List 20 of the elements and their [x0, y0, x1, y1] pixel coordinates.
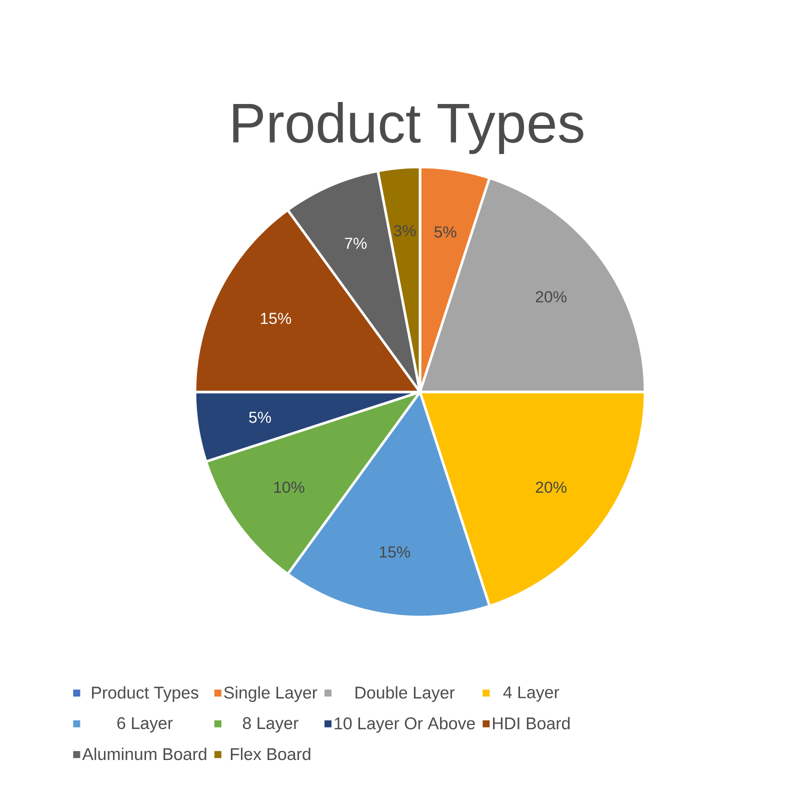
legend-label: 8 Layer: [242, 717, 298, 732]
legend-label: Double Layer: [356, 686, 455, 702]
legend-label: HDI Board: [493, 716, 570, 730]
legend-label: 10 Layer Or Above: [334, 716, 475, 733]
legend-label: 4 Layer: [503, 686, 560, 702]
data-label: 20%: [536, 482, 566, 493]
data-label: 5%: [249, 412, 271, 423]
chart-title: Product Types: [233, 102, 584, 154]
data-label: 3%: [394, 225, 416, 236]
legend-label: Product Types: [92, 686, 198, 702]
data-label: 10%: [274, 482, 304, 493]
data-label: 15%: [260, 312, 292, 324]
legend-label: Aluminum Board: [82, 748, 206, 760]
legend-label: Single Layer: [224, 686, 318, 702]
data-label: 7%: [344, 238, 367, 249]
data-label: 5%: [434, 226, 456, 238]
data-label: 20%: [536, 291, 566, 302]
legend-label: 6 Layer: [117, 717, 173, 732]
legend-label: Flex Board: [230, 748, 310, 760]
data-label: 15%: [380, 546, 410, 558]
